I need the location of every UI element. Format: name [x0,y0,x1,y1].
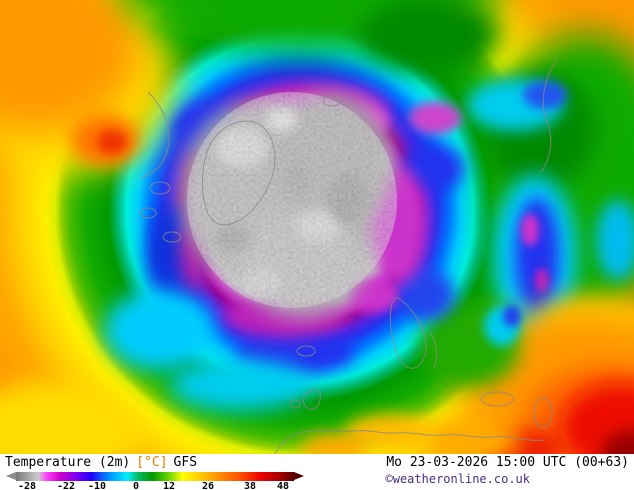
datetime-label: Mo 23-03-2026 15:00 UTC (00+63) [386,455,629,470]
param-model: GFS [173,455,198,470]
map-canvas [0,0,634,454]
temperature-field [0,0,634,454]
legend-tick: 38 [243,481,257,490]
legend-tick: -10 [87,481,107,490]
param-title: Temperature (2m) [5,455,131,470]
legend-tick: 0 [132,481,140,490]
legend-tick: -22 [56,481,76,490]
legend-gradient [16,472,294,481]
param-unit: [°C] [136,455,168,470]
legend-row: -28 -22 -10 0 12 26 38 48 ©weatheronline… [0,470,634,490]
legend-left-arrow-icon [6,472,16,480]
legend-right-arrow-icon [294,472,304,480]
legend-tick: -28 [17,481,37,490]
legend-tick: 12 [162,481,176,490]
parameter-label: Temperature (2m) [°C] GFS [5,455,203,470]
legend: -28 -22 -10 0 12 26 38 48 [6,471,306,490]
legend-tick: 26 [201,481,215,490]
footer: Temperature (2m) [°C] GFS Mo 23-03-2026 15… [0,454,634,490]
copyright-label: ©weatheronline.co.uk [385,472,531,486]
caption-row: Temperature (2m) [°C] GFS Mo 23-03-2026 15… [0,454,634,470]
legend-tick: 48 [276,481,290,490]
terrain-noise [187,92,397,308]
coastlines [139,57,559,454]
temperature-map [0,0,634,454]
